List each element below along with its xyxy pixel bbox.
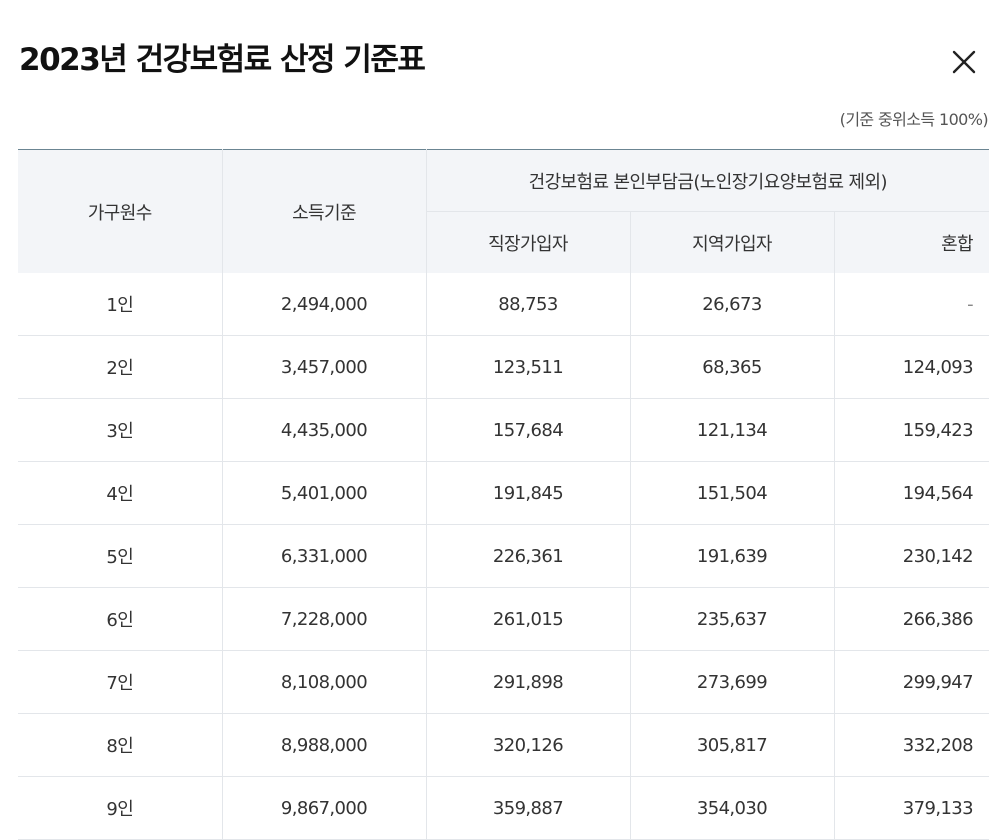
cell-mixed: 266,386 xyxy=(834,587,990,651)
cell-employee: 320,126 xyxy=(426,713,631,777)
cell-household: 4인 xyxy=(18,461,223,525)
cell-income: 8,108,000 xyxy=(222,650,427,714)
cell-employee: 191,845 xyxy=(426,461,631,525)
cell-income: 7,228,000 xyxy=(222,587,427,651)
cell-employee: 261,015 xyxy=(426,587,631,651)
cell-income: 2,494,000 xyxy=(222,273,427,336)
cell-income: 9,867,000 xyxy=(222,776,427,840)
cell-mixed: 332,208 xyxy=(834,713,990,777)
header-mixed: 혼합 xyxy=(834,211,990,273)
cell-household: 7인 xyxy=(18,650,223,714)
table-row: 7인 8,108,000 291,898 273,699 299,947 xyxy=(18,650,990,714)
table-row: 1인 2,494,000 88,753 26,673- xyxy=(18,273,990,336)
cell-income: 6,331,000 xyxy=(222,524,427,588)
cell-employee: 88,753 xyxy=(426,273,631,336)
table-row: 8인 8,988,000 320,126 305,817 332,208 xyxy=(18,713,990,777)
table-body: 1인 2,494,000 88,753 26,673-2인 3,457,000 123,5… xyxy=(18,273,990,840)
cell-mixed: 194,564 xyxy=(834,461,990,525)
close-icon xyxy=(952,50,976,74)
cell-regional: 26,673 xyxy=(630,273,835,336)
cell-employee: 226,361 xyxy=(426,524,631,588)
cell-household: 1인 xyxy=(18,273,223,336)
cell-regional: 354,030 xyxy=(630,776,835,840)
table-row: 3인 4,435,000 157,684 121,134 159,423 xyxy=(18,398,990,462)
cell-employee: 291,898 xyxy=(426,650,631,714)
cell-regional: 121,134 xyxy=(630,398,835,462)
cell-employee: 123,511 xyxy=(426,335,631,399)
header-household: 가구원수 xyxy=(18,149,223,273)
cell-household: 5인 xyxy=(18,524,223,588)
cell-mixed: - xyxy=(834,273,990,336)
header-income: 소득기준 xyxy=(222,149,427,273)
cell-mixed: 124,093 xyxy=(834,335,990,399)
cell-household: 6인 xyxy=(18,587,223,651)
cell-regional: 151,504 xyxy=(630,461,835,525)
cell-mixed: 379,133 xyxy=(834,776,990,840)
cell-regional: 235,637 xyxy=(630,587,835,651)
table-row: 2인 3,457,000 123,511 68,365 124,093 xyxy=(18,335,990,399)
cell-income: 5,401,000 xyxy=(222,461,427,525)
cell-household: 9인 xyxy=(18,776,223,840)
cell-regional: 191,639 xyxy=(630,524,835,588)
header-regional: 지역가입자 xyxy=(630,211,835,273)
table-row: 4인 5,401,000 191,845 151,504 194,564 xyxy=(18,461,990,525)
cell-regional: 68,365 xyxy=(630,335,835,399)
cell-household: 2인 xyxy=(18,335,223,399)
cell-employee: 359,887 xyxy=(426,776,631,840)
cell-income: 8,988,000 xyxy=(222,713,427,777)
cell-regional: 273,699 xyxy=(630,650,835,714)
cell-household: 8인 xyxy=(18,713,223,777)
insurance-rate-table: 가구원수 소득기준 건강보험료 본인부담금(노인장기요양보험료 제외) 직장가입… xyxy=(18,149,990,840)
cell-regional: 305,817 xyxy=(630,713,835,777)
table-row: 6인 7,228,000 261,015 235,637 266,386 xyxy=(18,587,990,651)
cell-mixed: 159,423 xyxy=(834,398,990,462)
close-button[interactable] xyxy=(946,44,982,80)
table-row: 5인 6,331,000 226,361 191,639 230,142 xyxy=(18,524,990,588)
cell-employee: 157,684 xyxy=(426,398,631,462)
header-employee: 직장가입자 xyxy=(426,211,631,273)
table-caption-note: (기준 중위소득 100%) xyxy=(839,110,989,129)
cell-mixed: 230,142 xyxy=(834,524,990,588)
modal-title: 2023년 건강보험료 산정 기준표 xyxy=(19,42,426,78)
header-premium-group: 건강보험료 본인부담금(노인장기요양보험료 제외) xyxy=(426,149,990,212)
cell-household: 3인 xyxy=(18,398,223,462)
table-header: 가구원수 소득기준 건강보험료 본인부담금(노인장기요양보험료 제외) 직장가입… xyxy=(18,149,990,273)
cell-income: 3,457,000 xyxy=(222,335,427,399)
cell-mixed: 299,947 xyxy=(834,650,990,714)
cell-income: 4,435,000 xyxy=(222,398,427,462)
table-row: 9인 9,867,000 359,887 354,030 379,133 xyxy=(18,776,990,840)
